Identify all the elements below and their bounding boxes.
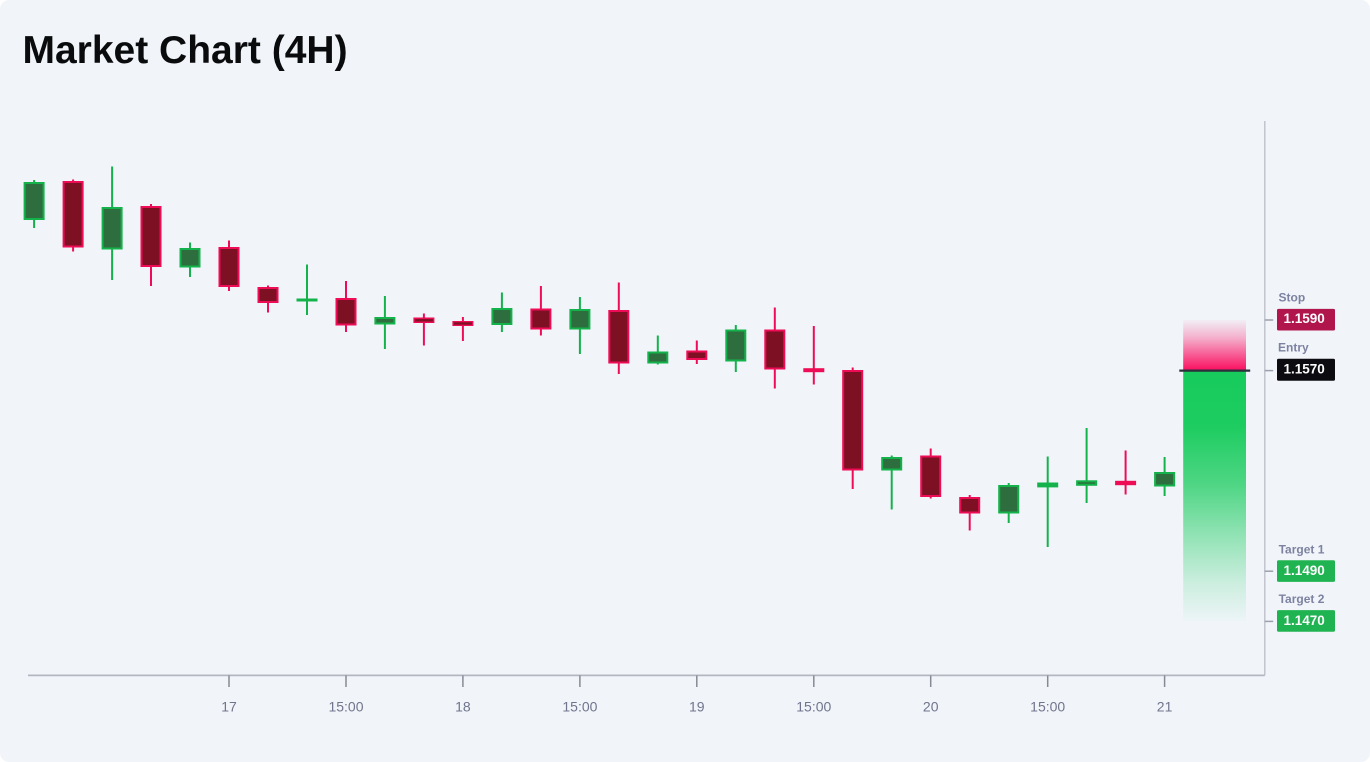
svg-text:1.1490: 1.1490 [1284, 563, 1325, 578]
svg-text:20: 20 [923, 699, 939, 715]
svg-text:21: 21 [1157, 699, 1173, 715]
svg-text:Market Chart (4H): Market Chart (4H) [23, 29, 348, 72]
svg-text:1.1590: 1.1590 [1284, 311, 1325, 326]
svg-text:1.1570: 1.1570 [1284, 362, 1325, 377]
svg-text:17: 17 [221, 699, 237, 715]
svg-text:15:00: 15:00 [796, 699, 831, 715]
svg-text:15:00: 15:00 [1030, 699, 1065, 715]
svg-text:Target 2: Target 2 [1279, 592, 1325, 606]
svg-text:15:00: 15:00 [562, 699, 597, 715]
svg-text:Target 1: Target 1 [1279, 542, 1325, 556]
svg-text:19: 19 [689, 699, 705, 715]
svg-text:1.1470: 1.1470 [1284, 613, 1325, 628]
svg-text:Entry: Entry [1278, 341, 1309, 355]
svg-text:18: 18 [455, 699, 471, 715]
svg-text:15:00: 15:00 [328, 699, 363, 715]
svg-text:Stop: Stop [1279, 290, 1306, 304]
